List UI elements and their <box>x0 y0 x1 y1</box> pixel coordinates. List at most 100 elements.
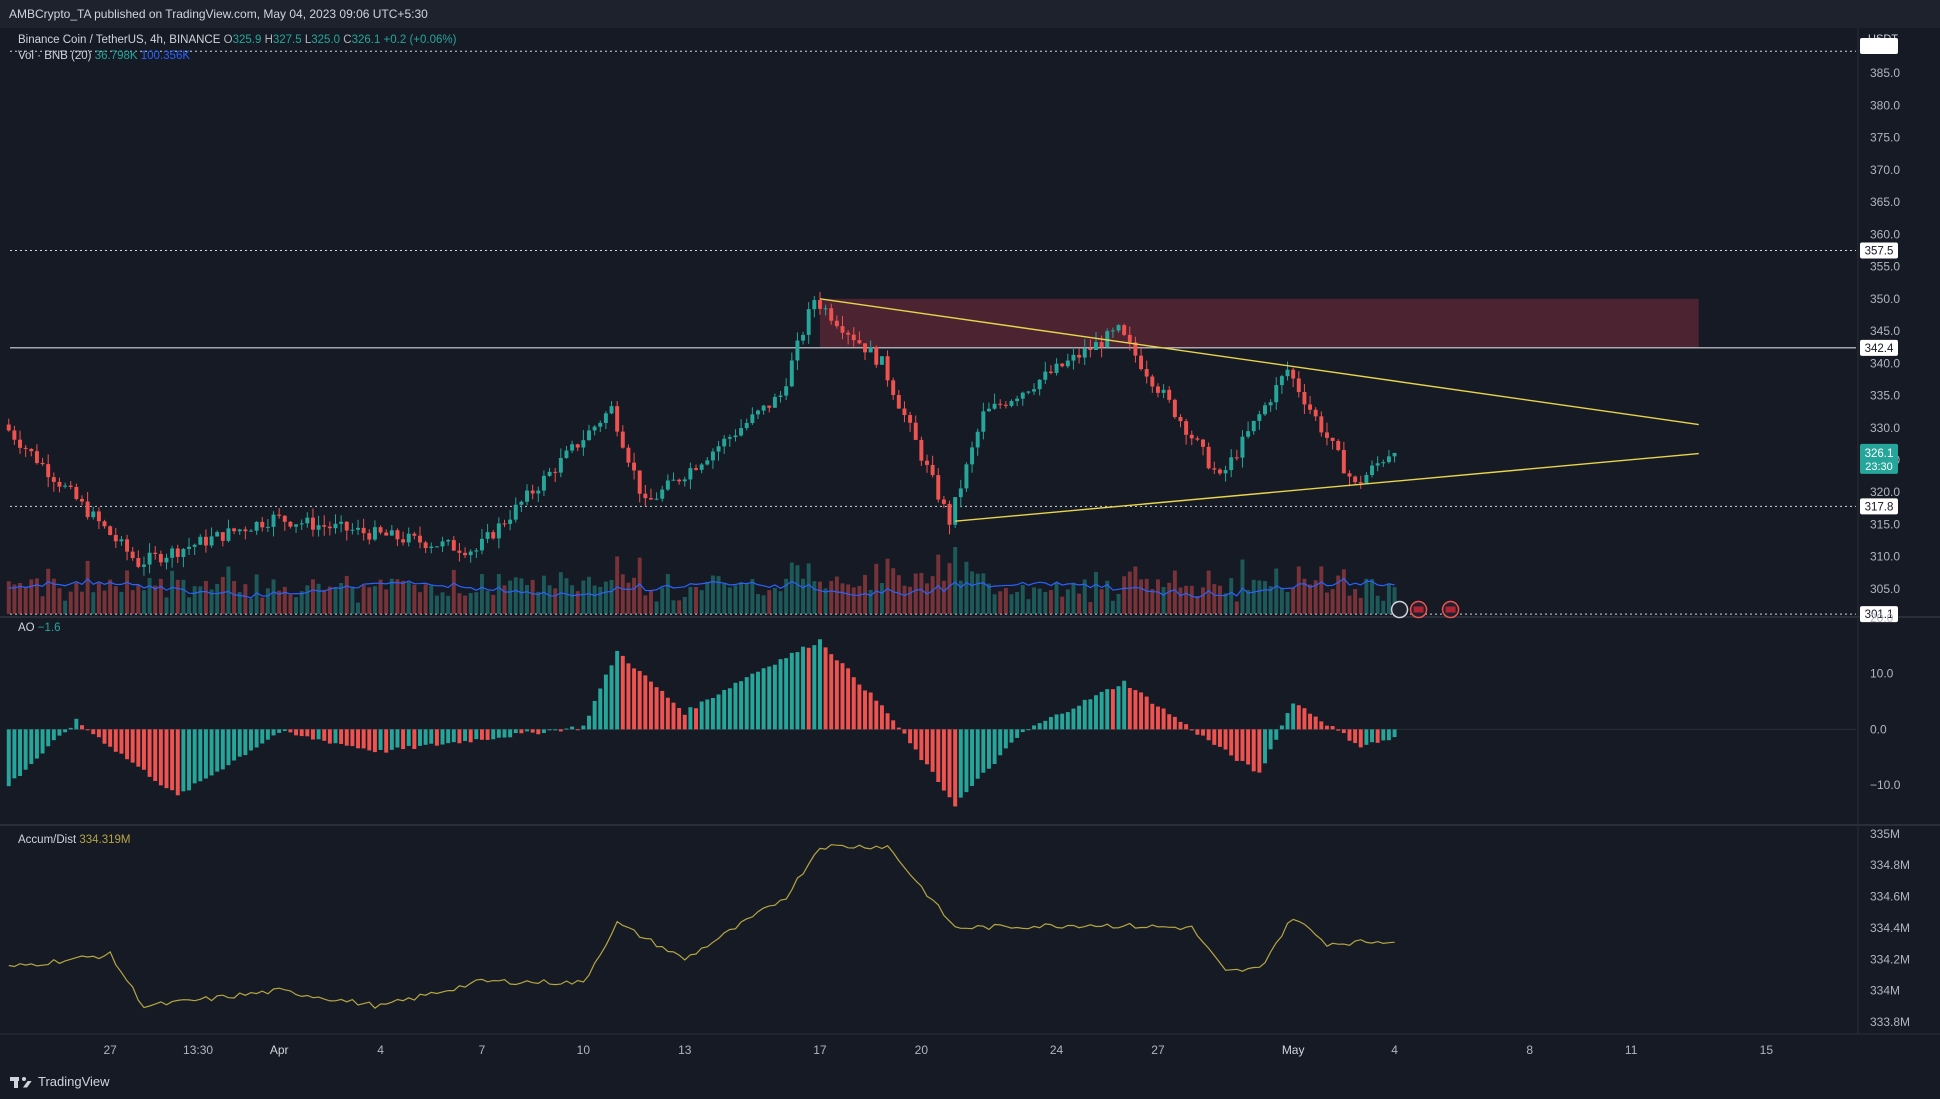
ao-bar <box>620 655 625 730</box>
ao-bar <box>406 729 411 746</box>
ao-bar <box>1257 729 1262 773</box>
low-label: L <box>304 34 312 46</box>
volume-bar <box>1020 585 1025 614</box>
candle-body <box>851 334 856 341</box>
candle-body <box>1308 404 1313 410</box>
ao-bar <box>744 677 749 730</box>
volume-bar <box>603 581 608 614</box>
volume-bar <box>1071 582 1076 614</box>
ao-bar <box>823 647 828 730</box>
volume-bar <box>598 586 603 614</box>
ao-bar <box>372 729 377 753</box>
candle-body <box>192 544 197 547</box>
ao-bar <box>733 682 738 730</box>
ad-tick-label: 334M <box>1870 984 1900 998</box>
candle-body <box>260 521 265 528</box>
volume-bar <box>541 575 546 614</box>
candle-body <box>1353 476 1358 483</box>
candle-body <box>378 527 383 533</box>
ao-bar <box>1122 680 1127 730</box>
ao-bar <box>378 729 383 750</box>
candle-body <box>1155 386 1160 393</box>
volume-bar <box>457 593 462 614</box>
volume-bar <box>1341 569 1346 614</box>
volume-bar <box>784 578 789 614</box>
candle-body <box>1043 371 1048 380</box>
volume-bar <box>496 573 501 614</box>
chart-area[interactable]: USDT385.0380.0375.0370.0365.0360.0355.03… <box>0 28 1940 1065</box>
volume-bar <box>310 579 315 614</box>
volume-bar <box>913 573 918 614</box>
volume-bar <box>756 594 760 614</box>
volume-label: Vol · BNB (20) <box>18 50 92 62</box>
candle-body <box>209 536 214 546</box>
ao-bar <box>1172 716 1177 730</box>
price-tick-label: 315.0 <box>1870 517 1900 531</box>
ao-bar <box>1229 729 1234 756</box>
candle-body <box>925 460 929 465</box>
candle-body <box>857 340 862 344</box>
volume-bar <box>384 589 389 614</box>
tradingview-logo[interactable]: TradingView <box>10 1074 110 1089</box>
price-level-badge-label: 342.4 <box>1865 343 1894 355</box>
ao-bar <box>941 729 946 791</box>
ad-tick-label: 334.2M <box>1870 952 1910 966</box>
ao-tick-label: 10.0 <box>1870 667 1894 681</box>
volume-bar <box>1386 583 1391 614</box>
ao-bar <box>727 688 732 730</box>
candle-body <box>1015 398 1020 402</box>
ao-bar <box>243 729 248 756</box>
candle-body <box>1026 391 1031 393</box>
volume-bar <box>857 585 862 614</box>
footer-bar: TradingView <box>0 1065 1940 1099</box>
candle-body <box>96 511 101 522</box>
ao-bar <box>570 726 575 730</box>
candle-body <box>119 539 124 542</box>
candle-body <box>564 450 569 459</box>
ao-bar <box>136 729 141 767</box>
volume-bar <box>964 561 969 614</box>
volume-bar <box>74 582 79 614</box>
candle-body <box>1189 434 1194 439</box>
volume-bar <box>1043 591 1048 614</box>
candle-body <box>682 479 687 482</box>
ao-bar <box>203 729 208 779</box>
volume-bar <box>1015 591 1020 614</box>
volume-bar <box>744 583 749 614</box>
volume-bar <box>851 587 856 614</box>
candle-body <box>660 489 665 499</box>
chart-canvas[interactable]: USDT385.0380.0375.0370.0365.0360.0355.03… <box>0 28 1940 1065</box>
ao-bar <box>68 727 73 730</box>
volume-bar <box>243 584 248 614</box>
ao-bar <box>1353 729 1358 744</box>
ao-bar <box>1060 713 1065 730</box>
time-axis-label: 27 <box>1151 1043 1165 1057</box>
ao-tick-label: 0.0 <box>1870 722 1887 736</box>
ao-bar <box>1043 720 1048 730</box>
volume-bar <box>1308 584 1313 614</box>
ao-bar <box>863 690 867 730</box>
ao-bar <box>446 729 451 744</box>
volume-bar <box>119 591 124 614</box>
ao-bar <box>1381 729 1386 741</box>
time-axis-label: May <box>1282 1043 1305 1057</box>
ao-bar <box>992 729 997 764</box>
ao-bar <box>91 729 96 735</box>
ao-bar <box>412 729 417 749</box>
candle-body <box>237 529 242 532</box>
candle-body <box>356 527 360 530</box>
volume-bar <box>1003 587 1008 614</box>
volume-bar <box>40 596 45 614</box>
ao-bar <box>986 729 991 769</box>
candle-body <box>986 408 991 412</box>
volume-bar <box>806 563 811 614</box>
ad-tick-label: 333.8M <box>1870 1015 1910 1029</box>
candle-body <box>908 415 913 423</box>
volume-bar <box>401 580 406 614</box>
volume-bar <box>434 595 439 614</box>
volume-bar <box>1217 585 1222 614</box>
volume-bar <box>130 590 135 614</box>
volume-bar <box>1172 570 1177 614</box>
volume-bar <box>1105 580 1110 614</box>
ao-bar <box>474 729 479 740</box>
